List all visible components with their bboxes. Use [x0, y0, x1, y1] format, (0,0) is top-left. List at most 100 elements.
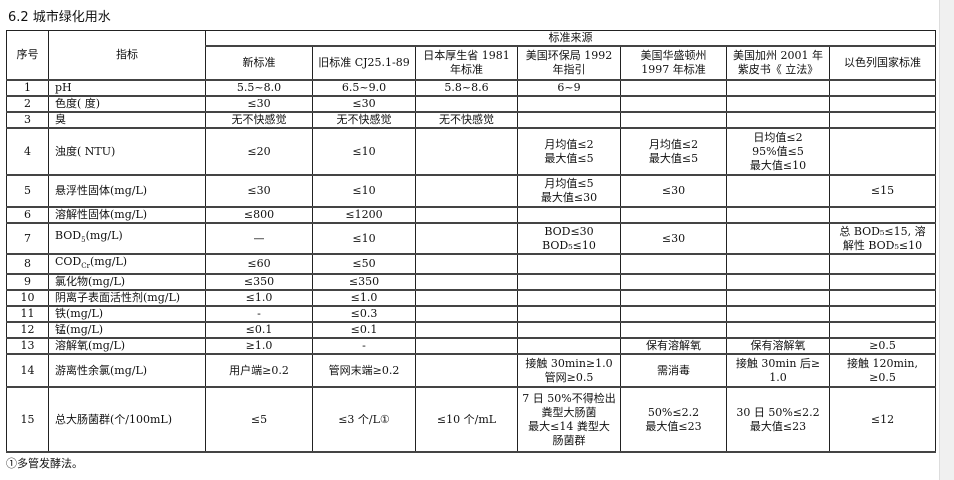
- table-row: 13 溶解氧(mg/L) ≥1.0- 保有溶解氧 保有溶解氧 ≥0.5: [6, 337, 936, 355]
- value-cell: [726, 273, 830, 291]
- value-cell: [620, 253, 727, 275]
- value-cell: [415, 174, 518, 208]
- indicator-name: pH: [55, 81, 72, 94]
- footnote: ①多管发酵法。: [6, 457, 83, 470]
- indicator-name: 色度( 度): [55, 97, 101, 110]
- value-cell: [726, 222, 830, 255]
- row-number: 9: [6, 273, 49, 291]
- value-cell: [517, 273, 621, 291]
- value-cell: [415, 253, 518, 275]
- table-row: 10 阴离子表面活性剂(mg/L) ≤1.0 ≤1.0: [6, 289, 936, 307]
- value-cell: 接触 120min, ≥0.5: [829, 353, 936, 388]
- table-row: 5 悬浮性固体(mg/L) ≤30 ≤10 月均值≤5 最大值≤30 ≤30 ≤15: [6, 174, 936, 208]
- indicator-cell: BOD5(mg/L): [48, 222, 206, 255]
- value-cell: [517, 305, 621, 323]
- indicator-cell: 溶解性固体(mg/L): [48, 206, 206, 224]
- value-cell: ≥0.5: [829, 337, 936, 355]
- value-cell: 日均值≤2 95%值≤5 最大值≤10: [726, 127, 830, 176]
- value-cell: [415, 127, 518, 176]
- table-row: 6 溶解性固体(mg/L) ≤800 ≤1200: [6, 206, 936, 224]
- value-cell: [517, 321, 621, 339]
- indicator-name: 悬浮性固体(mg/L): [55, 184, 148, 197]
- indicator-cell: 阴离子表面活性剂(mg/L): [48, 289, 206, 307]
- row-number: 10: [6, 289, 49, 307]
- indicator-cell: 游离性余氯(mg/L): [48, 353, 206, 388]
- value-cell: ≤800: [205, 206, 313, 224]
- row-number: 8: [6, 253, 49, 275]
- value-cell: ≤30: [205, 174, 313, 208]
- value-cell: [415, 353, 518, 388]
- value-cell: 50%≤2.2 最大值≤23: [620, 386, 727, 453]
- value-cell: [726, 206, 830, 224]
- value-cell: [415, 321, 518, 339]
- value-cell: [620, 321, 727, 339]
- row-number: 13: [6, 337, 49, 355]
- value-cell: ≤1200: [312, 206, 416, 224]
- value-cell: [726, 289, 830, 307]
- value-cell: [829, 289, 936, 307]
- value-cell: [620, 305, 727, 323]
- value-cell: 接触 30min 后≥ 1.0: [726, 353, 830, 388]
- value-cell: [415, 95, 518, 113]
- row-number: 15: [6, 386, 49, 453]
- value-cell: 需消毒: [620, 353, 727, 388]
- value-cell: 30 日 50%≤2.2 最大值≤23: [726, 386, 830, 453]
- value-cell: ≤1.0: [205, 289, 313, 307]
- value-cell: ≤350: [205, 273, 313, 291]
- value-cell: [726, 174, 830, 208]
- value-cell: [620, 111, 727, 129]
- value-cell: 总 BOD₅≤15, 溶 解性 BOD₅≤10: [829, 222, 936, 255]
- table-row: 12 锰(mg/L) ≤0.1 ≤0.1: [6, 321, 936, 339]
- indicator-name: 浊度( NTU): [55, 144, 116, 158]
- indicator-cell: 悬浮性固体(mg/L): [48, 174, 206, 208]
- row-number: 12: [6, 321, 49, 339]
- value-cell: [517, 111, 621, 129]
- value-cell: [517, 289, 621, 307]
- table-row: 8 CODCr(mg/L) ≤60 ≤50: [6, 253, 936, 275]
- value-cell: ≤0.3: [312, 305, 416, 323]
- header-column: 美国环保局 1992 年指引: [517, 45, 621, 81]
- value-cell: [829, 253, 936, 275]
- header-column: 美国加州 2001 年 紫皮书《 立法》: [726, 45, 830, 81]
- vertical-scrollbar[interactable]: [939, 0, 954, 480]
- value-cell: ≤10: [312, 222, 416, 255]
- value-cell: ≤3 个/L①: [312, 386, 416, 453]
- value-cell: [517, 253, 621, 275]
- value-cell: ≤30: [312, 95, 416, 113]
- table-row: 9 氯化物(mg/L) ≤350 ≤350: [6, 273, 936, 291]
- value-cell: 6.5~9.0: [312, 79, 416, 97]
- row-number: 7: [6, 222, 49, 255]
- indicator-name: COD: [55, 255, 82, 268]
- indicator-cell: 氯化物(mg/L): [48, 273, 206, 291]
- value-cell: 管网末端≥0.2: [312, 353, 416, 388]
- value-cell: ≥1.0: [205, 337, 313, 355]
- indicator-cell: 铁(mg/L): [48, 305, 206, 323]
- header-column: 美国华盛顿州 1997 年标准: [620, 45, 727, 81]
- header-column: 日本厚生省 1981 年标准: [415, 45, 518, 81]
- header-column: 以色列国家标准: [829, 45, 936, 81]
- value-cell: [829, 111, 936, 129]
- value-cell: [829, 79, 936, 97]
- value-cell: [829, 321, 936, 339]
- indicator-subscript: Cr: [81, 262, 90, 271]
- indicator-unit: (mg/L): [85, 229, 123, 243]
- value-cell: ≤10: [312, 174, 416, 208]
- value-cell: 月均值≤2 最大值≤5: [620, 127, 727, 176]
- value-cell: 无不快感觉: [312, 111, 416, 129]
- value-cell: 5.8~8.6: [415, 79, 518, 97]
- table-row: 14 游离性余氯(mg/L) 用户端≥0.2 管网末端≥0.2 接触 30min≥1.0…: [6, 353, 936, 388]
- value-cell: 保有溶解氧: [620, 337, 727, 355]
- value-cell: [517, 206, 621, 224]
- indicator-subscript: 5: [81, 236, 86, 245]
- row-number: 11: [6, 305, 49, 323]
- value-cell: [726, 305, 830, 323]
- value-cell: 7 日 50%不得检出 粪型大肠菌 最大≤14 粪型大 肠菌群: [517, 386, 621, 453]
- indicator-cell: CODCr(mg/L): [48, 253, 206, 275]
- row-number: 4: [6, 127, 49, 176]
- value-cell: ≤15: [829, 174, 936, 208]
- value-cell: [726, 95, 830, 113]
- value-cell: [726, 253, 830, 275]
- value-cell: [415, 273, 518, 291]
- indicator-name: 臭: [55, 113, 66, 126]
- value-cell: 5.5~8.0: [205, 79, 313, 97]
